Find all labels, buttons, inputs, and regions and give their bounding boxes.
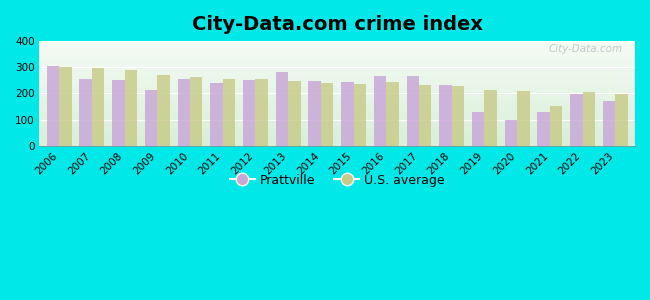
Bar	[177, 79, 190, 146]
Bar	[211, 83, 223, 146]
Bar	[374, 76, 386, 146]
Bar	[550, 106, 562, 146]
Bar	[288, 81, 300, 146]
Bar	[407, 76, 419, 146]
Bar	[538, 112, 550, 146]
Bar	[321, 83, 333, 146]
Bar	[125, 70, 137, 146]
Legend: Prattville, U.S. average: Prattville, U.S. average	[225, 169, 450, 192]
Bar	[341, 82, 354, 146]
Bar	[616, 94, 628, 146]
Title: City-Data.com crime index: City-Data.com crime index	[192, 15, 483, 34]
Bar	[276, 72, 288, 146]
Bar	[472, 112, 484, 146]
Bar	[223, 79, 235, 146]
Bar	[255, 79, 268, 146]
Bar	[92, 68, 104, 146]
Bar	[59, 67, 72, 146]
Bar	[157, 75, 170, 146]
Bar	[439, 85, 452, 146]
Bar	[419, 85, 432, 146]
Bar	[145, 89, 157, 146]
Bar	[505, 120, 517, 146]
Bar	[386, 82, 398, 146]
Bar	[112, 80, 125, 146]
Text: City-Data.com: City-Data.com	[549, 44, 623, 54]
Bar	[79, 79, 92, 146]
Bar	[243, 80, 255, 146]
Bar	[603, 101, 616, 146]
Bar	[309, 81, 321, 146]
Bar	[190, 77, 202, 146]
Bar	[582, 92, 595, 146]
Bar	[570, 94, 582, 146]
Bar	[47, 66, 59, 146]
Bar	[484, 89, 497, 146]
Bar	[517, 91, 530, 146]
Bar	[354, 84, 366, 146]
Bar	[452, 86, 464, 146]
